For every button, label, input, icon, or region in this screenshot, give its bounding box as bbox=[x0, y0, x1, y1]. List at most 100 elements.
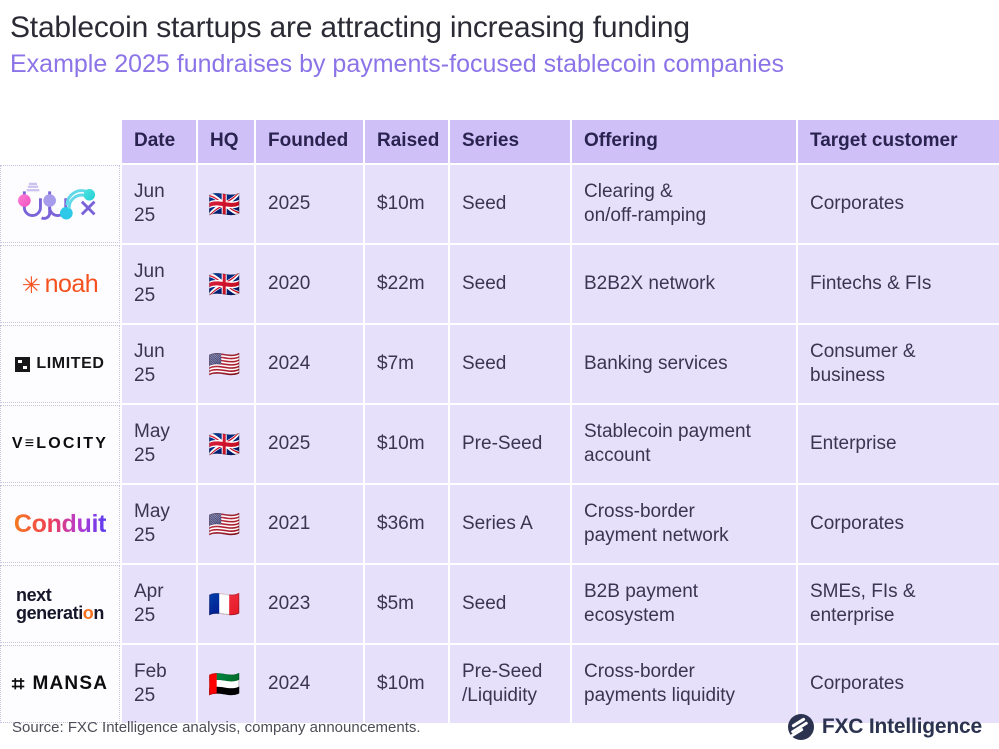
cell-raised: $36m bbox=[365, 485, 448, 563]
table-row: LIMITED Jun 25 🇺🇸 2024 $7m Seed Banking … bbox=[0, 325, 999, 403]
cell-raised: $10m bbox=[365, 165, 448, 243]
velocity-logo-icon: V≡LOCITY bbox=[1, 406, 119, 482]
flag-icon-uk: 🇬🇧 bbox=[208, 189, 241, 219]
flag-icon-uk: 🇬🇧 bbox=[208, 269, 241, 299]
table-body: Jun 25 🇬🇧 2025 $10m Seed Clearing & on/o… bbox=[0, 165, 999, 723]
cell-offering: Stablecoin payment account bbox=[572, 405, 796, 483]
cell-target-customer: Corporates bbox=[798, 485, 999, 563]
column-header-date: Date bbox=[122, 120, 196, 163]
chart-header: Stablecoin startups are attracting incre… bbox=[0, 0, 999, 80]
cell-offering: B2B2X network bbox=[572, 245, 796, 323]
cell-raised: $22m bbox=[365, 245, 448, 323]
cell-date: May 25 bbox=[122, 485, 196, 563]
flag-icon-ae: 🇦🇪 bbox=[208, 669, 241, 699]
cell-founded: 2024 bbox=[256, 645, 363, 723]
cell-series: Pre-Seed /Liquidity bbox=[450, 645, 570, 723]
cell-founded: 2025 bbox=[256, 405, 363, 483]
funding-table: Date HQ Founded Raised Series Offering T… bbox=[0, 118, 999, 725]
cell-date: Jun 25 bbox=[122, 245, 196, 323]
source-note: Source: FXC Intelligence analysis, compa… bbox=[12, 718, 421, 736]
cell-offering: Cross-border payment network bbox=[572, 485, 796, 563]
cell-date: Jun 25 bbox=[122, 325, 196, 403]
column-header-raised: Raised bbox=[365, 120, 448, 163]
conduit-logo-icon: Conduit bbox=[1, 486, 119, 562]
brand-name: FXC Intelligence bbox=[821, 715, 982, 738]
globe-icon bbox=[787, 714, 814, 740]
nextgen-part-o: o bbox=[82, 603, 94, 623]
company-logo-cell: Conduit bbox=[0, 485, 120, 563]
nextgen-wordmark-line1: next bbox=[15, 585, 52, 605]
cell-series: Seed bbox=[450, 325, 570, 403]
nextgen-wordmark-line2: generation bbox=[16, 604, 104, 622]
noah-star-icon: ✳ bbox=[21, 271, 41, 298]
column-header-hq: HQ bbox=[198, 120, 254, 163]
cell-offering: Banking services bbox=[572, 325, 796, 403]
table-row: next generation Apr 25 🇫🇷 2023 $5m Seed … bbox=[0, 565, 999, 643]
table-header: Date HQ Founded Raised Series Offering T… bbox=[0, 120, 999, 163]
limited-wordmark: LIMITED bbox=[36, 355, 105, 372]
company-logo-cell bbox=[0, 165, 120, 243]
company-logo-cell: LIMITED bbox=[0, 325, 120, 403]
cell-target-customer: Corporates bbox=[798, 165, 999, 243]
cell-raised: $10m bbox=[365, 645, 448, 723]
table-row: Jun 25 🇬🇧 2025 $10m Seed Clearing & on/o… bbox=[0, 165, 999, 243]
cell-raised: $7m bbox=[365, 325, 448, 403]
mansa-logo-icon: ⌗ MANSA bbox=[1, 646, 119, 722]
cell-hq: 🇺🇸 bbox=[198, 325, 254, 403]
flag-icon-us: 🇺🇸 bbox=[208, 509, 241, 539]
company-logo-cell: ✳ noah bbox=[0, 245, 120, 323]
flag-icon-uk: 🇬🇧 bbox=[208, 429, 241, 459]
column-header-founded: Founded bbox=[256, 120, 363, 163]
noah-wordmark: noah bbox=[44, 270, 99, 298]
company-logo-cell: ⌗ MANSA bbox=[0, 645, 120, 723]
table-row: ⌗ MANSA Feb 25 🇦🇪 2024 $10m Pre-Seed /Li… bbox=[0, 645, 999, 723]
mansa-glyph-icon: ⌗ bbox=[11, 671, 26, 696]
cell-target-customer: Fintechs & FIs bbox=[798, 245, 999, 323]
cell-hq: 🇬🇧 bbox=[198, 405, 254, 483]
cell-series: Seed bbox=[450, 245, 570, 323]
cell-hq: 🇦🇪 bbox=[198, 645, 254, 723]
page-title: Stablecoin startups are attracting incre… bbox=[10, 11, 690, 44]
cell-offering: B2B payment ecosystem bbox=[572, 565, 796, 643]
cell-founded: 2020 bbox=[256, 245, 363, 323]
table-row: Conduit May 25 🇺🇸 2021 $36m Series A Cro… bbox=[0, 485, 999, 563]
mansa-wordmark: MANSA bbox=[32, 673, 109, 694]
cell-founded: 2021 bbox=[256, 485, 363, 563]
cell-target-customer: Enterprise bbox=[798, 405, 999, 483]
header-row: Date HQ Founded Raised Series Offering T… bbox=[0, 120, 999, 163]
cell-founded: 2024 bbox=[256, 325, 363, 403]
column-header-target-customer: Target customer bbox=[798, 120, 999, 163]
cell-target-customer: Consumer & business bbox=[798, 325, 999, 403]
cell-series: Pre-Seed bbox=[450, 405, 570, 483]
page-subtitle: Example 2025 fundraises by payments-focu… bbox=[10, 50, 785, 78]
cell-offering: Cross-border payments liquidity bbox=[572, 645, 796, 723]
cell-hq: 🇫🇷 bbox=[198, 565, 254, 643]
velocity-wordmark: V≡LOCITY bbox=[11, 435, 109, 452]
cell-hq: 🇺🇸 bbox=[198, 485, 254, 563]
cell-date: Jun 25 bbox=[122, 165, 196, 243]
cell-date: Apr 25 bbox=[122, 565, 196, 643]
company-logo-cell: next generation bbox=[0, 565, 120, 643]
cell-offering: Clearing & on/off-ramping bbox=[572, 165, 796, 243]
nextgen-part-n: n bbox=[93, 603, 105, 623]
noah-logo-icon: ✳ noah bbox=[1, 246, 119, 322]
nextgen-part-a: generati bbox=[15, 603, 83, 623]
limited-square-icon bbox=[15, 356, 31, 372]
funding-table-container: Date HQ Founded Raised Series Offering T… bbox=[0, 118, 999, 725]
cell-founded: 2023 bbox=[256, 565, 363, 643]
cell-hq: 🇬🇧 bbox=[198, 245, 254, 323]
ubyx-logo-icon bbox=[1, 166, 119, 242]
column-header-logo bbox=[0, 120, 120, 163]
cell-series: Seed bbox=[450, 165, 570, 243]
cell-target-customer: Corporates bbox=[798, 645, 999, 723]
cell-series: Series A bbox=[450, 485, 570, 563]
cell-series: Seed bbox=[450, 565, 570, 643]
company-logo-cell: V≡LOCITY bbox=[0, 405, 120, 483]
table-row: V≡LOCITY May 25 🇬🇧 2025 $10m Pre-Seed St… bbox=[0, 405, 999, 483]
flag-icon-us: 🇺🇸 bbox=[208, 349, 241, 379]
fxc-intelligence-logo: FXC Intelligence bbox=[787, 714, 982, 740]
cell-raised: $5m bbox=[365, 565, 448, 643]
column-header-series: Series bbox=[450, 120, 570, 163]
nextgeneration-logo-icon: next generation bbox=[1, 566, 119, 642]
cell-date: Feb 25 bbox=[122, 645, 196, 723]
